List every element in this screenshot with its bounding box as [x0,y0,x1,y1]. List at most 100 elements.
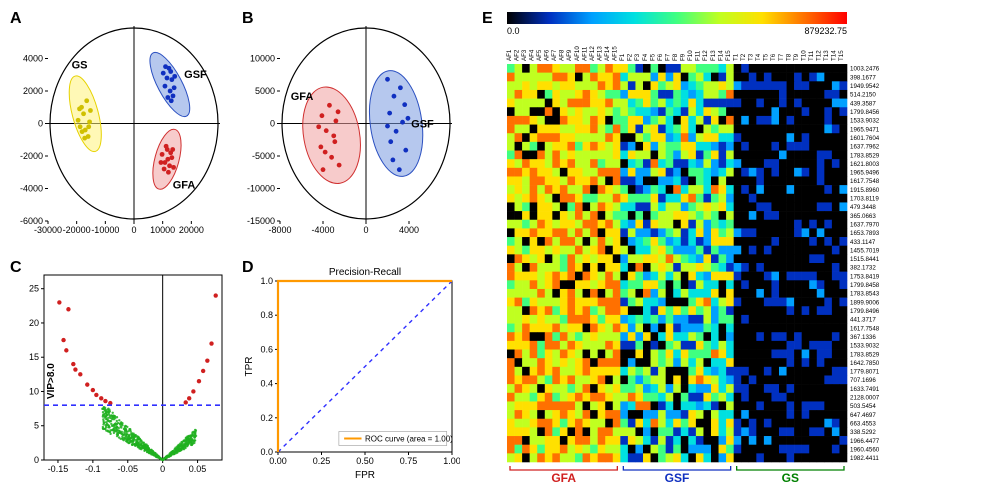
svg-text:F4: F4 [642,53,649,61]
panel-d-label: D [242,259,254,277]
svg-text:0: 0 [270,119,275,129]
svg-text:-10000: -10000 [247,184,275,194]
svg-text:479.3448: 479.3448 [850,204,876,211]
svg-text:1637.7970: 1637.7970 [850,221,880,228]
svg-text:433.1147: 433.1147 [850,239,876,246]
svg-text:382.1732: 382.1732 [850,265,876,272]
svg-text:-4000: -4000 [311,225,334,235]
svg-text:15: 15 [29,352,39,362]
svg-text:1617.7548: 1617.7548 [850,178,880,185]
svg-text:0.25: 0.25 [313,456,331,466]
svg-text:T7: T7 [778,53,785,61]
svg-text:T8: T8 [785,53,792,61]
svg-text:F14: F14 [717,50,724,61]
svg-text:0.6: 0.6 [260,344,273,354]
svg-text:1783.8529: 1783.8529 [850,351,880,358]
svg-text:0.75: 0.75 [400,456,418,466]
panel-c-label: C [10,259,22,277]
svg-text:-5000: -5000 [252,151,275,161]
svg-text:1915.8960: 1915.8960 [850,187,880,194]
svg-text:AF15: AF15 [612,46,619,61]
svg-text:647.4697: 647.4697 [850,412,876,419]
svg-text:2000: 2000 [23,86,43,96]
panel-a-label: A [10,10,22,28]
svg-text:-0.15: -0.15 [48,464,69,474]
svg-text:GS: GS [72,59,88,71]
svg-text:0: 0 [363,225,368,235]
svg-text:GFA: GFA [291,91,314,103]
svg-text:-10000: -10000 [91,225,119,235]
svg-text:5000: 5000 [255,86,275,96]
svg-text:1799.8458: 1799.8458 [850,282,880,289]
svg-text:FPR: FPR [355,470,375,481]
svg-text:ROC curve (area = 1.00): ROC curve (area = 1.00) [365,434,453,443]
svg-text:-8000: -8000 [268,225,291,235]
svg-text:1965.9496: 1965.9496 [850,170,880,177]
svg-text:F5: F5 [649,53,656,61]
svg-text:0: 0 [38,119,43,129]
svg-text:0.05: 0.05 [189,464,207,474]
svg-text:AF12: AF12 [589,46,596,61]
svg-text:1703.8119: 1703.8119 [850,196,879,203]
svg-text:367.1336: 367.1336 [850,334,876,341]
panel-b: B -8000-400004000-15000-10000-5000050001… [240,8,460,253]
svg-text:F13: F13 [710,50,717,61]
svg-text:1003.2476: 1003.2476 [850,66,880,73]
svg-text:GSF: GSF [665,471,690,485]
svg-text:AF2: AF2 [513,49,520,61]
svg-text:0: 0 [160,464,165,474]
svg-text:TPR: TPR [244,357,255,377]
svg-text:F6: F6 [657,53,664,61]
svg-text:879232.75: 879232.75 [804,26,847,36]
svg-text:GFA: GFA [551,471,576,485]
svg-text:1642.7850: 1642.7850 [850,360,880,367]
svg-text:5: 5 [34,421,39,431]
svg-text:707.1696: 707.1696 [850,377,876,384]
svg-text:1.0: 1.0 [260,276,273,286]
svg-text:1601.7604: 1601.7604 [850,135,880,142]
svg-text:514.2150: 514.2150 [850,92,876,99]
svg-text:503.5454: 503.5454 [850,403,876,410]
svg-text:T9: T9 [793,53,800,61]
svg-text:20: 20 [29,318,39,328]
svg-text:VIP>8.0: VIP>8.0 [46,363,57,399]
svg-text:0.2: 0.2 [260,413,273,423]
svg-text:1.00: 1.00 [443,456,460,466]
svg-text:-6000: -6000 [20,216,43,226]
svg-text:20000: 20000 [179,225,204,235]
svg-text:1982.4411: 1982.4411 [850,455,879,462]
panel-c: C -0.15-0.1-0.0500.050510152025VIP>8.0 [8,257,228,492]
svg-text:10: 10 [29,386,39,396]
svg-text:AF10: AF10 [574,46,581,61]
svg-text:0.8: 0.8 [260,310,273,320]
panel-d: D 0.000.250.500.751.000.00.20.40.60.81.0… [240,257,460,492]
svg-text:-0.1: -0.1 [85,464,101,474]
svg-text:1633.7491: 1633.7491 [850,386,880,393]
svg-text:1799.8456: 1799.8456 [850,109,880,116]
svg-text:2128.0007: 2128.0007 [850,395,880,402]
svg-text:1783.8543: 1783.8543 [850,291,880,298]
svg-text:4000: 4000 [399,225,419,235]
svg-text:F8: F8 [672,53,679,61]
svg-text:4000: 4000 [23,54,43,64]
svg-text:AF14: AF14 [604,46,611,61]
svg-text:AF11: AF11 [581,46,588,61]
svg-text:T11: T11 [808,50,815,61]
svg-text:AF13: AF13 [596,46,603,61]
svg-text:1799.8496: 1799.8496 [850,308,880,315]
panel-e-label: E [482,10,493,28]
svg-text:1779.8071: 1779.8071 [850,369,880,376]
svg-text:F2: F2 [627,53,634,61]
svg-text:T3: T3 [748,53,755,61]
svg-text:0.0: 0.0 [260,447,273,457]
svg-text:1949.9542: 1949.9542 [850,83,880,90]
svg-text:T10: T10 [800,50,807,61]
panel-e: E 0.0879232.75AF1AF2AF3AF4AF5AF6AF7AF8AF… [472,8,902,492]
svg-text:F3: F3 [634,53,641,61]
svg-text:T4: T4 [755,53,762,61]
svg-text:AF9: AF9 [566,49,573,61]
svg-text:T15: T15 [838,50,845,61]
svg-text:GFA: GFA [173,180,196,192]
svg-text:AF5: AF5 [536,49,543,61]
svg-text:1966.4477: 1966.4477 [850,438,880,445]
